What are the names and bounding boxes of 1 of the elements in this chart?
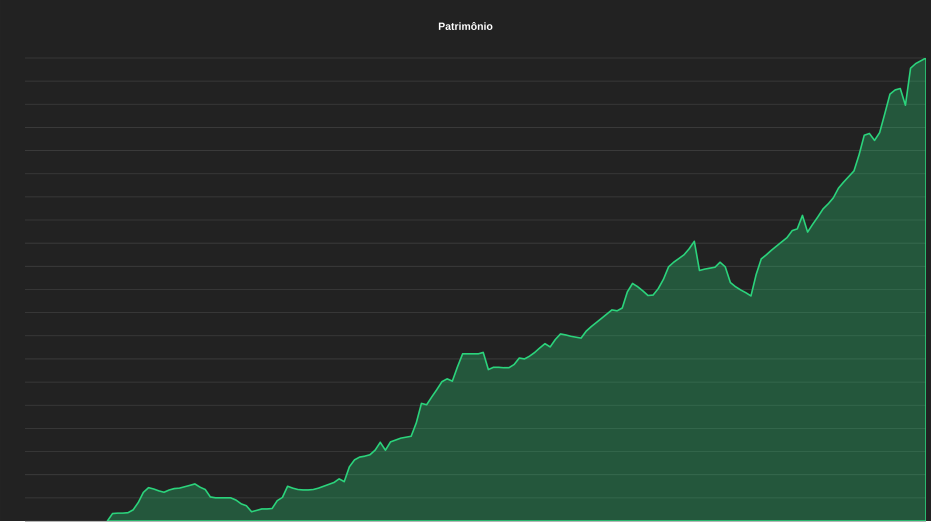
chart-title: Patrimônio bbox=[438, 22, 492, 30]
